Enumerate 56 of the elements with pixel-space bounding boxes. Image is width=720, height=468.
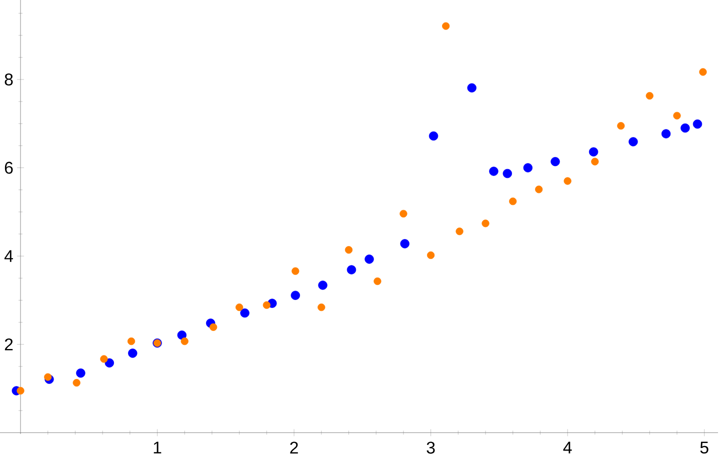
point xyxy=(646,92,654,100)
point xyxy=(467,83,476,92)
point xyxy=(628,137,638,146)
point xyxy=(550,156,560,166)
point xyxy=(104,358,114,368)
point xyxy=(344,246,353,254)
point xyxy=(374,277,382,286)
point xyxy=(427,251,435,259)
point xyxy=(44,373,52,381)
point xyxy=(76,368,86,378)
point xyxy=(72,378,80,387)
point xyxy=(489,166,498,176)
point xyxy=(180,337,188,346)
point xyxy=(699,68,707,76)
point xyxy=(16,386,24,395)
point xyxy=(523,163,533,172)
point xyxy=(400,210,408,218)
point xyxy=(661,129,671,138)
point xyxy=(692,119,702,129)
point xyxy=(482,220,490,228)
point xyxy=(236,303,244,312)
point xyxy=(318,280,328,290)
point xyxy=(262,301,270,309)
point xyxy=(428,131,438,141)
point xyxy=(591,158,599,166)
x-tick-label: 5 xyxy=(700,442,708,454)
point xyxy=(535,186,543,194)
point xyxy=(290,290,300,300)
point xyxy=(292,267,300,275)
point xyxy=(617,122,625,130)
point xyxy=(442,22,450,30)
point xyxy=(673,112,681,120)
point xyxy=(502,168,512,178)
point xyxy=(127,337,136,346)
point xyxy=(100,355,108,363)
y-tick-label: 2 xyxy=(4,338,13,350)
y-tick-label: 8 xyxy=(4,73,13,86)
point xyxy=(210,323,218,331)
y-tick-label: 4 xyxy=(4,250,13,262)
x-tick-label: 3 xyxy=(426,442,435,454)
point xyxy=(588,147,598,156)
point xyxy=(177,330,186,340)
point xyxy=(128,348,138,358)
point xyxy=(318,303,326,312)
point xyxy=(400,239,410,248)
x-tick-label: 1 xyxy=(154,442,162,454)
point xyxy=(364,254,374,264)
point xyxy=(564,177,572,185)
x-tick-label: 2 xyxy=(290,442,298,454)
y-tick-label: 6 xyxy=(4,162,13,174)
point xyxy=(240,308,250,318)
x-tick-label: 4 xyxy=(563,442,572,454)
point xyxy=(680,123,690,133)
point xyxy=(456,228,464,236)
point xyxy=(509,198,517,206)
point xyxy=(346,265,356,274)
